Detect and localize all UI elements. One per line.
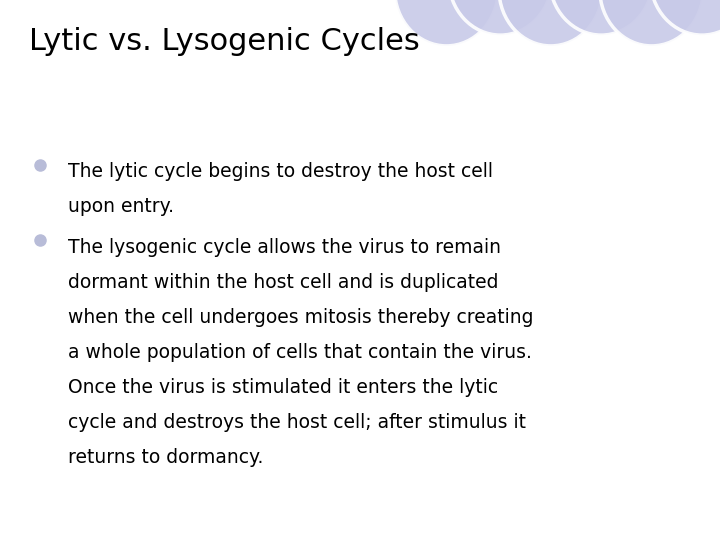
Text: The lytic cycle begins to destroy the host cell: The lytic cycle begins to destroy the ho…: [68, 162, 493, 181]
Ellipse shape: [395, 0, 498, 46]
Text: Once the virus is stimulated it enters the lytic: Once the virus is stimulated it enters t…: [68, 378, 498, 397]
Ellipse shape: [499, 0, 603, 46]
Ellipse shape: [600, 0, 703, 46]
Text: cycle and destroys the host cell; after stimulus it: cycle and destroys the host cell; after …: [68, 413, 526, 432]
Text: The lysogenic cycle allows the virus to remain: The lysogenic cycle allows the virus to …: [68, 238, 501, 256]
Text: when the cell undergoes mitosis thereby creating: when the cell undergoes mitosis thereby …: [68, 308, 534, 327]
Ellipse shape: [650, 0, 720, 35]
Text: returns to dormancy.: returns to dormancy.: [68, 448, 264, 467]
Ellipse shape: [449, 0, 552, 35]
Text: upon entry.: upon entry.: [68, 197, 174, 216]
Text: dormant within the host cell and is duplicated: dormant within the host cell and is dupl…: [68, 273, 499, 292]
Ellipse shape: [549, 0, 653, 35]
Text: a whole population of cells that contain the virus.: a whole population of cells that contain…: [68, 343, 532, 362]
Text: Lytic vs. Lysogenic Cycles: Lytic vs. Lysogenic Cycles: [29, 27, 420, 56]
